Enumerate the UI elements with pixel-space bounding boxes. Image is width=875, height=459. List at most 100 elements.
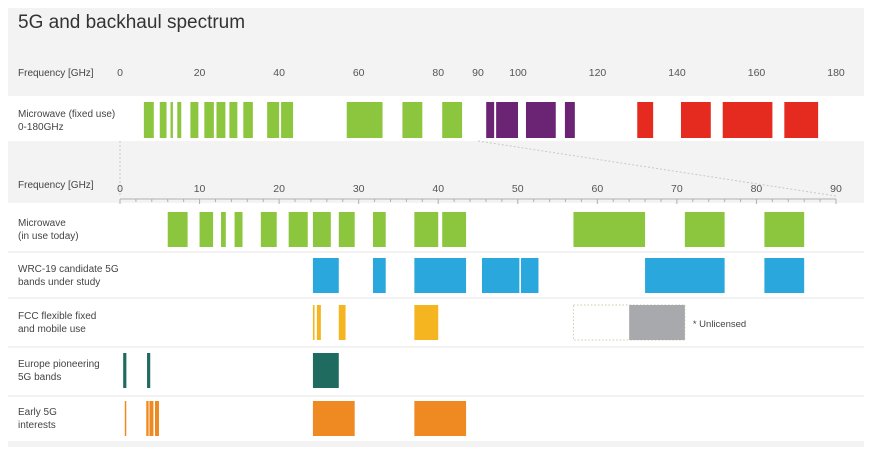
upper-tick-label: 180 <box>827 67 845 79</box>
upper-band-green <box>204 102 214 138</box>
row-separator <box>8 395 864 397</box>
band-orange <box>146 401 149 436</box>
upper-band-red <box>784 102 819 138</box>
upper-band-green <box>243 102 253 138</box>
row-separator <box>8 297 864 299</box>
upper-band-green <box>216 102 226 138</box>
lower-tick-label: 40 <box>432 183 444 195</box>
lower-tick-label: 70 <box>671 183 683 195</box>
band-teal <box>123 353 127 388</box>
upper-tick-label: 20 <box>194 67 206 79</box>
band-blue <box>645 258 725 293</box>
upper-tick-label: 100 <box>509 67 527 79</box>
lower-tick-label: 0 <box>117 183 123 195</box>
upper-axis-label: Frequency [GHz] <box>18 68 94 79</box>
band-blue <box>312 258 339 293</box>
upper-band-red <box>722 102 773 138</box>
title-band-bg <box>8 8 864 96</box>
lower-tick-label: 10 <box>194 183 206 195</box>
row-label-line2: (in use today) <box>18 231 79 242</box>
upper-band-green <box>170 102 173 138</box>
band-green <box>221 212 226 247</box>
row-label-line1: WRC-19 candidate 5G <box>18 264 119 275</box>
lower-panel: Frequency [GHz] 0 10 20 30 40 50 60 70 80 90 Microw… <box>18 140 842 436</box>
lower-axis-label: Frequency [GHz] <box>18 180 94 191</box>
band-yellow <box>414 305 439 340</box>
band-yellow <box>316 305 321 340</box>
upper-tick-label: 80 <box>432 67 444 79</box>
upper-band-green <box>190 102 199 138</box>
band-teal <box>312 353 339 388</box>
band-yellow <box>338 305 346 340</box>
band-blue <box>414 258 467 293</box>
band-gray <box>629 305 685 340</box>
chart-title: 5G and backhaul spectrum <box>18 12 245 33</box>
upper-tick-label: 40 <box>273 67 285 79</box>
upper-band-green <box>402 102 423 138</box>
band-orange <box>414 401 467 436</box>
row-backgrounds <box>8 8 864 447</box>
band-green <box>199 212 214 247</box>
band-blue <box>372 258 386 293</box>
upper-tick-label: 140 <box>668 67 686 79</box>
band-orange <box>149 401 154 436</box>
band-green <box>764 212 805 247</box>
upper-tick-label: 160 <box>748 67 766 79</box>
band-teal <box>147 353 151 388</box>
band-green <box>167 212 188 247</box>
upper-band-green <box>229 102 238 138</box>
upper-panel: Frequency [GHz] 0 20 40 60 80 90 100 120 140 160 18… <box>18 67 845 138</box>
band-green <box>684 212 725 247</box>
band-blue <box>520 258 539 293</box>
lower-tick-label: 90 <box>830 183 842 195</box>
lower-tick-label: 80 <box>751 183 763 195</box>
band-green <box>338 212 355 247</box>
upper-band-purple <box>496 102 518 138</box>
upper-tick-label: 0 <box>117 67 123 79</box>
upper-band-purple <box>564 102 575 138</box>
row-label-line1: Europe pioneering <box>18 359 100 370</box>
upper-band-purple <box>525 102 556 138</box>
row-label-line2: and mobile use <box>18 324 86 335</box>
upper-band-red <box>637 102 654 138</box>
lower-tick-label: 60 <box>591 183 603 195</box>
upper-band-green <box>267 102 280 138</box>
band-orange <box>124 401 127 436</box>
band-green <box>260 212 277 247</box>
row-label-line1: Early 5G <box>18 407 57 418</box>
band-green <box>288 212 308 247</box>
band-green <box>372 212 386 247</box>
row-label-line2: bands under study <box>18 277 100 288</box>
lower-axis-band-bg <box>8 141 864 203</box>
band-green <box>234 212 243 247</box>
band-green <box>414 212 439 247</box>
lower-tick-label: 50 <box>512 183 524 195</box>
upper-band-purple <box>486 102 495 138</box>
upper-band-green <box>143 102 154 138</box>
band-green <box>442 212 467 247</box>
row-separator <box>8 251 864 253</box>
band-orange <box>312 401 355 436</box>
row-label-line1: FCC flexible fixed <box>18 311 96 322</box>
row-separator <box>8 346 864 348</box>
upper-band-green <box>177 102 182 138</box>
row-label-line2: 5G bands <box>18 372 61 383</box>
band-green <box>312 212 331 247</box>
band-yellow <box>312 305 315 340</box>
band-green <box>573 212 646 247</box>
upper-tick-label: 120 <box>589 67 607 79</box>
row-label-line2: interests <box>18 420 56 431</box>
upper-band-green <box>346 102 383 138</box>
row-label-line1: Microwave <box>18 218 66 229</box>
band-blue <box>764 258 805 293</box>
lower-tick-label: 20 <box>273 183 285 195</box>
upper-band-green <box>159 102 167 138</box>
zoom-guide-right <box>477 140 837 197</box>
band-blue <box>481 258 520 293</box>
upper-band-green <box>442 102 463 138</box>
unlicensed-note: * Unlicensed <box>693 319 746 330</box>
upper-tick-label: 90 <box>472 67 484 79</box>
band-orange <box>155 401 159 436</box>
row-separator <box>8 441 864 447</box>
